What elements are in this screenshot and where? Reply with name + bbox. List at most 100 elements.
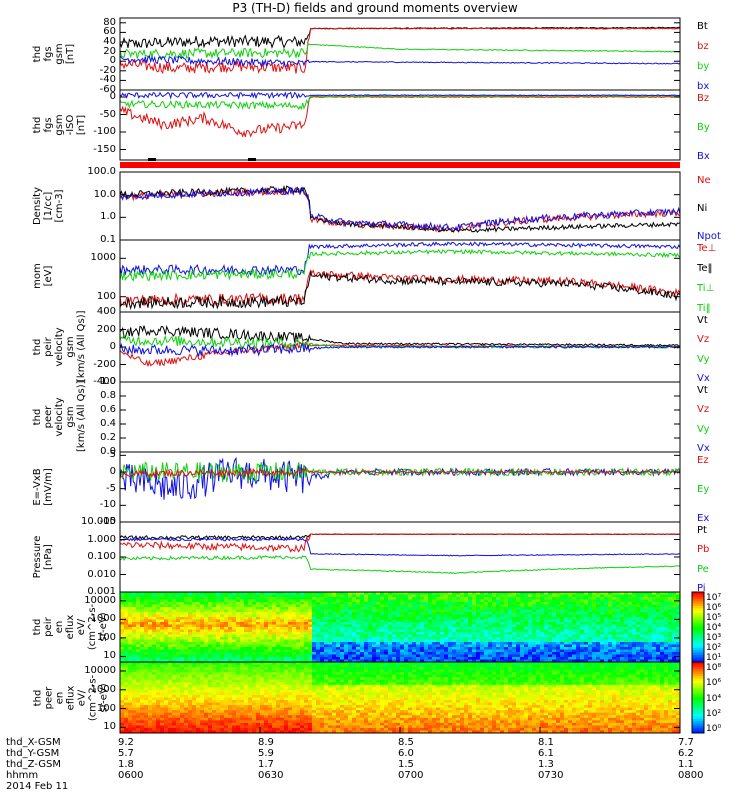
heatmap-cell: [192, 632, 197, 635]
heatmap-cell: [556, 632, 561, 635]
heatmap-cell: [348, 659, 353, 663]
heatmap-cell: [372, 652, 377, 655]
heatmap-cell: [360, 624, 365, 628]
heatmap-cell: [144, 594, 149, 598]
heatmap-cell: [228, 667, 233, 671]
heatmap-cell: [392, 597, 397, 600]
heatmap-cell: [168, 720, 173, 724]
heatmap-cell: [132, 619, 137, 623]
heatmap-cell: [344, 654, 349, 658]
heatmap-cell: [476, 614, 481, 618]
heatmap-cell: [316, 644, 321, 648]
heatmap-cell: [328, 599, 333, 603]
heatmap-cell: [236, 612, 241, 615]
heatmap-cell: [288, 634, 293, 638]
heatmap-cell: [200, 622, 205, 625]
heatmap-cell: [612, 649, 617, 653]
heatmap-cell: [236, 604, 241, 608]
heatmap-cell: [192, 710, 197, 714]
heatmap-cell: [644, 634, 649, 638]
heatmap-cell: [144, 659, 149, 663]
heatmap-cell: [564, 602, 569, 605]
heatmap-cell: [156, 647, 161, 650]
heatmap-cell: [452, 627, 457, 630]
heatmap-cell: [404, 609, 409, 613]
heatmap-cell: [532, 607, 537, 610]
heatmap-cell: [548, 644, 553, 648]
heatmap-cell: [636, 612, 641, 615]
heatmap-cell: [588, 659, 593, 663]
series-line-by: [119, 95, 680, 111]
heatmap-cell: [416, 604, 421, 608]
heatmap-cell: [144, 687, 149, 691]
heatmap-cell: [256, 619, 261, 623]
heatmap-cell: [660, 624, 665, 628]
heatmap-cell: [188, 614, 193, 618]
heatmap-cell: [676, 592, 681, 595]
heatmap-cell: [360, 627, 365, 630]
colorbar-segment: [692, 638, 704, 642]
heatmap-cell: [384, 614, 389, 618]
heatmap-cell: [124, 597, 129, 600]
heatmap-cell: [264, 622, 269, 625]
heatmap-cell: [660, 592, 665, 595]
heatmap-cell: [468, 592, 473, 595]
heatmap-cell: [340, 654, 345, 658]
heatmap-cell: [448, 604, 453, 608]
heatmap-cell: [152, 710, 157, 714]
heatmap-cell: [496, 642, 501, 645]
heatmap-cell: [520, 609, 525, 613]
heatmap-cell: [216, 622, 221, 625]
heatmap-cell: [172, 689, 177, 693]
heatmap-cell: [476, 607, 481, 610]
heatmap-cell: [188, 722, 193, 726]
heatmap-cell: [244, 664, 249, 668]
heatmap-cell: [240, 700, 245, 704]
heatmap-cell: [184, 647, 189, 650]
heatmap-cell: [668, 604, 673, 608]
heatmap-cell: [180, 654, 185, 658]
heatmap-cell: [652, 634, 657, 638]
heatmap-cell: [464, 622, 469, 625]
heatmap-cell: [544, 619, 549, 623]
heatmap-cell: [436, 594, 441, 598]
heatmap-cell: [568, 617, 573, 620]
heatmap-cell: [136, 649, 141, 653]
heatmap-cell: [172, 597, 177, 600]
heatmap-cell: [232, 599, 237, 603]
heatmap-cell: [420, 624, 425, 628]
heatmap-cell: [264, 652, 269, 655]
heatmap-cell: [412, 612, 417, 615]
heatmap-cell: [164, 657, 169, 660]
heatmap-cell: [148, 592, 153, 595]
heatmap-cell: [312, 597, 317, 600]
heatmap-cell: [120, 634, 125, 638]
heatmap-cell: [508, 617, 513, 620]
heatmap-cell: [440, 614, 445, 618]
heatmap-cell: [620, 624, 625, 628]
heatmap-cell: [384, 607, 389, 610]
heatmap-cell: [420, 634, 425, 638]
heatmap-cell: [300, 642, 305, 645]
heatmap-cell: [480, 609, 485, 613]
heatmap-cell: [512, 599, 517, 603]
heatmap-cell: [344, 599, 349, 603]
heatmap-cell: [612, 627, 617, 630]
heatmap-cell: [660, 614, 665, 618]
heatmap-cell: [196, 659, 201, 663]
heatmap-cell: [136, 637, 141, 640]
heatmap-cell: [612, 612, 617, 615]
heatmap-cell: [248, 672, 253, 676]
heatmap-cell: [552, 644, 557, 648]
heatmap-cell: [176, 597, 181, 600]
heatmap-cell: [568, 639, 573, 643]
heatmap-cell: [608, 649, 613, 653]
heatmap-cell: [472, 617, 477, 620]
heatmap-cell: [452, 612, 457, 615]
heatmap-cell: [428, 617, 433, 620]
heatmap-cell: [648, 659, 653, 663]
heatmap-cell: [220, 634, 225, 638]
heatmap-cell: [404, 659, 409, 663]
heatmap-cell: [152, 599, 157, 603]
heatmap-cell: [240, 727, 245, 731]
